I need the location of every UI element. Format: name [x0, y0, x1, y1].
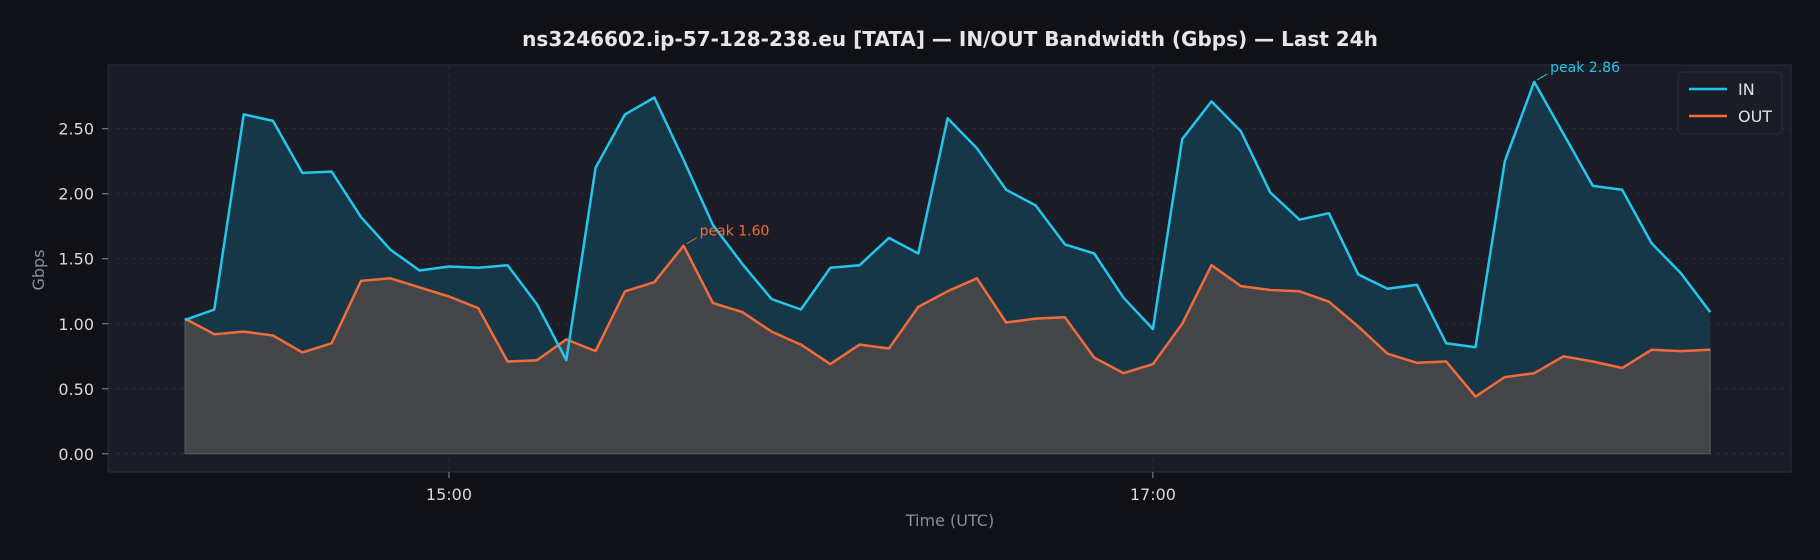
line-in: [184, 80, 1712, 362]
x-tick-label: 17:00: [1130, 485, 1176, 504]
line-layer: [184, 80, 1712, 398]
legend: IN OUT: [1677, 71, 1783, 135]
legend-label-out: OUT: [1738, 107, 1772, 126]
chart-title: ns3246602.ip-57-128-238.eu [TATA] — IN/O…: [522, 27, 1378, 51]
annotation-label: peak 1.60: [700, 224, 770, 240]
legend-label-in: IN: [1738, 80, 1755, 99]
x-axis-label: Time (UTC): [905, 511, 994, 530]
y-tick-label: 2.50: [58, 120, 94, 139]
tick-layer: 0.00 0.50 1.00 1.50 2.00 2.50 15:00 17:00: [58, 120, 1176, 504]
y-tick-label: 1.50: [58, 250, 94, 269]
y-tick-label: 2.00: [58, 185, 94, 204]
y-axis-label: Gbps: [29, 249, 48, 290]
legend-box: [1677, 71, 1783, 135]
y-tick-label: 1.00: [58, 315, 94, 334]
x-tick-label: 15:00: [426, 485, 472, 504]
line-out: [184, 244, 1711, 398]
annotation-label: peak 2.86: [1550, 60, 1620, 76]
y-tick-label: 0.00: [58, 445, 94, 464]
annotation-layer: peak 1.60 peak 2.86: [686, 60, 1620, 245]
annotation-pointer: [1536, 73, 1548, 81]
annotation-pointer: [686, 237, 697, 245]
y-tick-label: 0.50: [58, 380, 94, 399]
